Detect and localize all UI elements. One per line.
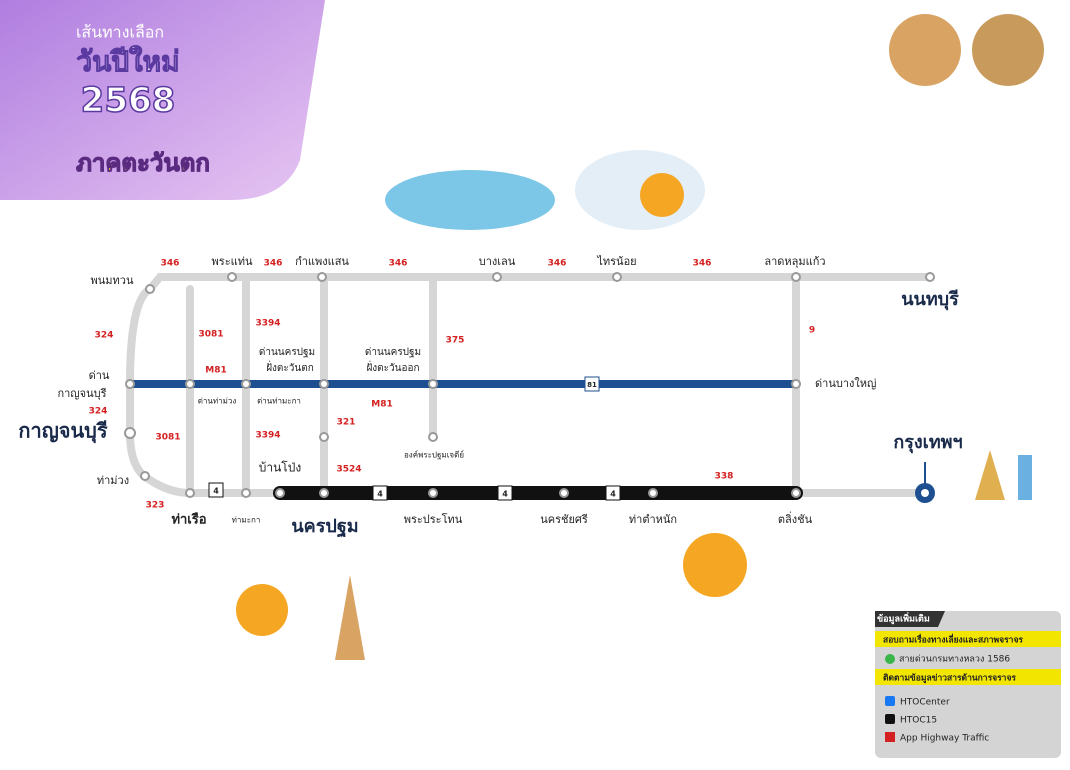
route-number: 346 <box>548 259 567 269</box>
place-label: พระแท่น <box>212 255 253 268</box>
place-label: กรุงเทพฯ <box>893 432 962 454</box>
place-label: ไทรน้อย <box>596 255 636 268</box>
route-number: 3081 <box>198 330 223 340</box>
place-label: ฝั่งตะวันตก <box>266 360 314 374</box>
route-numbers: 346 346 346 346 346 324 324 3081 3081 33… <box>89 259 816 511</box>
place-label: กาญจนบุรี <box>18 419 107 444</box>
route-number: 9 <box>809 326 815 336</box>
place-labels: พนมทวน พระแท่น กำแพงแสน บางเลน ไทรน้อย ล… <box>18 255 962 538</box>
place-label: ท่ามะกา <box>232 516 261 525</box>
place-label: ด่านนครปฐม <box>259 347 315 358</box>
place-label: พนมทวน <box>91 274 134 287</box>
route-number: 346 <box>389 259 408 269</box>
place-label: ด่านนครปฐม <box>365 347 421 358</box>
place-label: ท่าม่วง <box>97 474 129 487</box>
place-label: บ้านโป่ง <box>259 461 301 475</box>
header-banner <box>0 0 325 200</box>
place-label: กำแพงแสน <box>295 255 349 268</box>
route-number: 324 <box>89 407 108 417</box>
info-heading: ติดตามข้อมูลข่าวสารด้านการจราจร <box>883 673 1016 684</box>
place-label: กาญจนบุรี <box>57 387 106 400</box>
mascot <box>640 173 684 217</box>
route-number: 3394 <box>255 319 280 329</box>
mascot <box>236 584 288 636</box>
place-label: ฝั่งตะวันออก <box>366 360 419 374</box>
route-number: M81 <box>371 400 392 410</box>
info-line: HTOCenter <box>900 698 950 708</box>
place-label: ด่านท่ามะกา <box>257 397 301 406</box>
info-line: App Highway Traffic <box>900 734 989 744</box>
header-subtitle: เส้นทางเลือก <box>76 23 164 42</box>
header-year: 2568 <box>81 81 176 121</box>
shield: 4 <box>377 490 383 499</box>
route-number: 346 <box>161 259 180 269</box>
seal <box>972 14 1044 86</box>
seal <box>889 14 961 86</box>
route-number: 324 <box>95 331 114 341</box>
road <box>126 273 934 497</box>
header-title: วันปีใหม่ <box>76 45 179 78</box>
info-box: ข้อมูลเพิ่มเติม สอบถามเรื่องทางเลี่ยงและ… <box>875 611 1061 758</box>
info-heading: สอบถามเรื่องทางเลี่ยงและสภาพจราจร <box>883 633 1023 646</box>
route-number: 323 <box>146 501 165 511</box>
place-label: นครปฐม <box>291 516 358 538</box>
route-number: 3081 <box>155 433 180 443</box>
info-line: HTOC15 <box>900 716 937 726</box>
route-number: 3524 <box>336 465 361 475</box>
route-number: 375 <box>446 336 465 346</box>
lotus-illustration <box>385 170 555 230</box>
cloud <box>575 150 705 230</box>
route-number: M81 <box>205 366 226 376</box>
place-label: บางเลน <box>479 255 516 268</box>
header-region: ภาคตะวันตก <box>76 149 210 177</box>
place-label: พระประโทน <box>404 512 463 526</box>
route-number: 321 <box>337 418 356 428</box>
shield: 4 <box>610 490 616 499</box>
place-label: ด่านท่าม่วง <box>198 397 237 406</box>
place-label: ด่านบางใหญ่ <box>815 377 876 390</box>
place-label: นครชัยศรี <box>540 513 588 526</box>
info-line: สายด่วนกรมทางหลวง 1586 <box>899 655 1010 665</box>
shield: 4 <box>213 487 219 496</box>
shield: 4 <box>502 490 508 499</box>
info-title: ข้อมูลเพิ่มเติม <box>877 612 930 625</box>
bangkok-skyline <box>975 450 1005 500</box>
route-number: 338 <box>715 472 734 482</box>
place-label: องค์พระปฐมเจดีย์ <box>404 450 464 460</box>
place-label: ลาดหลุมแก้ว <box>764 255 825 268</box>
route-number: 3394 <box>255 431 280 441</box>
bangkok-skyline <box>1018 455 1032 500</box>
place-label: ตลิ่งชัน <box>778 511 813 526</box>
nodes <box>124 272 935 503</box>
shield: 81 <box>587 381 597 389</box>
route-number: 346 <box>264 259 283 269</box>
place-label: ท่าตำหนัก <box>629 513 677 526</box>
place-label: ท่าเรือ <box>171 512 206 528</box>
place-label: นนทบุรี <box>901 289 959 311</box>
route-shields: 4 4 4 4 81 <box>208 376 621 501</box>
place-label: ด่าน <box>89 369 110 382</box>
pagoda <box>335 575 365 660</box>
route-number: 346 <box>693 259 712 269</box>
mascot <box>683 533 747 597</box>
